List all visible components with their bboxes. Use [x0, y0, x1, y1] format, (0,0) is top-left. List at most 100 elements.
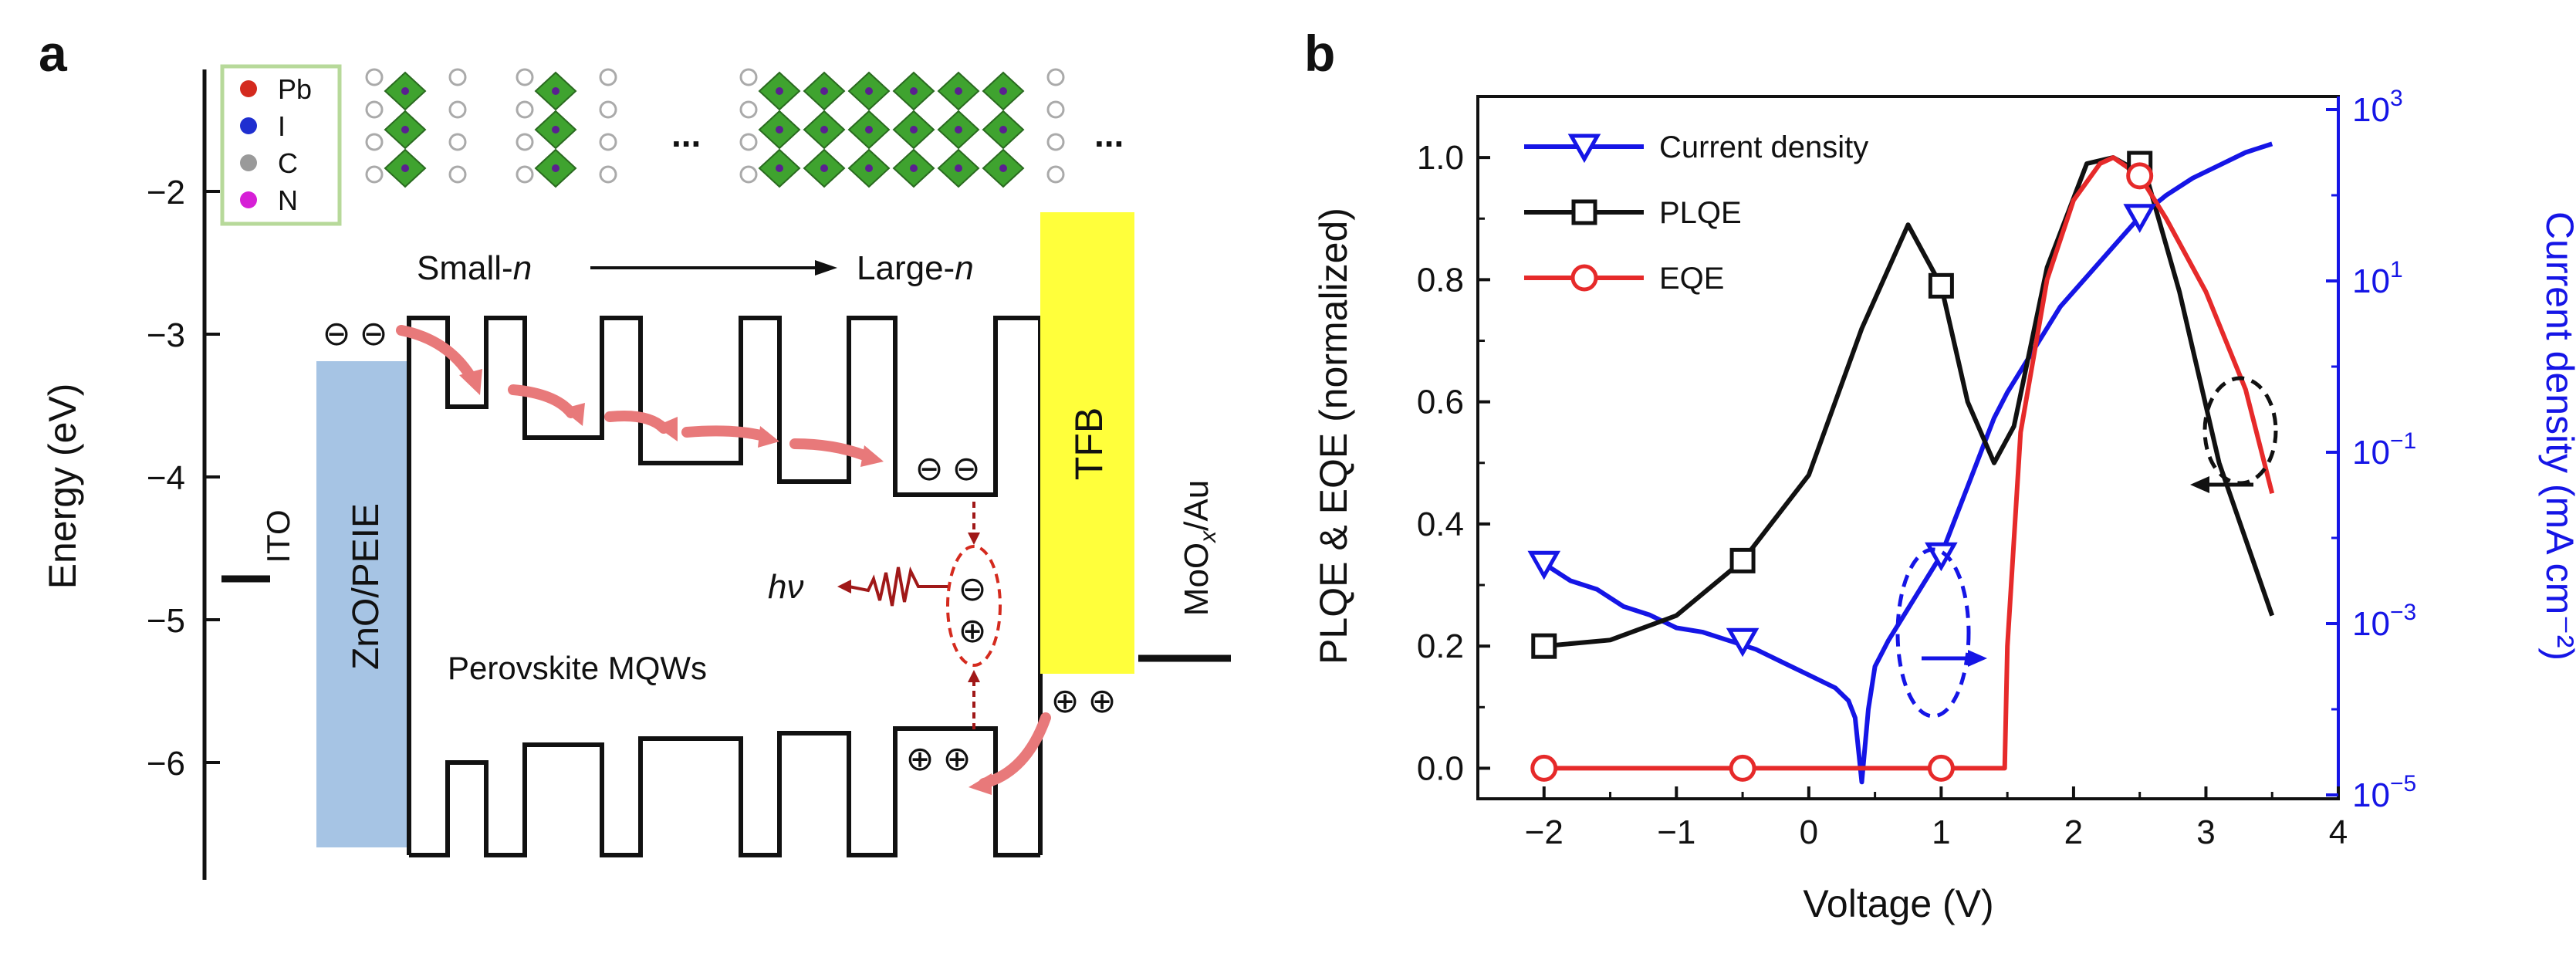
arrowhead-3: [656, 417, 678, 441]
lead-atom-icon: [999, 164, 1007, 172]
right-y-tick-label: 10−3: [2352, 600, 2416, 643]
left-y-axis-label: PLQE & EQE (normalized): [1312, 208, 1355, 664]
legend-triangle-icon: [1567, 134, 1601, 164]
lead-atom-icon: [955, 164, 962, 172]
panel-a: a −2 −3 −4 −5 −6 Energy (eV) Pb ICN ... ... S…: [39, 25, 1231, 880]
lead-atom-icon: [999, 87, 1007, 95]
series-line-plqe: [1543, 155, 2275, 649]
plqe-axis-indicator-arrowhead: [2190, 476, 2209, 493]
lead-atom-icon: [955, 87, 962, 95]
marker-plqe: [1531, 633, 1557, 659]
legend-atom-I-icon: [240, 117, 257, 134]
arrowhead-4: [758, 426, 779, 448]
conduction-band-wells: [407, 316, 1043, 855]
organic-spacer-icon: [516, 68, 534, 86]
perovskite-crystal-structures: [365, 68, 1065, 188]
marker-current-density: [1527, 550, 1561, 580]
hole-2: ⊕: [943, 740, 972, 778]
legend-atom-label: N: [278, 184, 298, 216]
photon-label: hν: [768, 568, 803, 606]
arrowhead-5: [860, 445, 884, 467]
left-y-tick-label: 0.2: [1417, 627, 1464, 665]
lead-atom-icon: [820, 87, 828, 95]
tfb-label: TFB: [1067, 407, 1111, 480]
element-legend: Pb ICN: [220, 64, 342, 226]
electron-2: ⊖: [360, 315, 388, 353]
moox-au-label: MoOx/Au: [1178, 480, 1221, 616]
electron-exciton: ⊖: [958, 570, 987, 608]
left-y-axis-ticks: 0.0 0.2 0.4 0.6 0.8 1.0: [1417, 95, 1490, 787]
plot-frame: [1476, 95, 2340, 800]
right-y-tick-label: 10−5: [2352, 771, 2416, 814]
organic-spacer-icon: [365, 100, 384, 119]
lead-atom-icon: [401, 126, 409, 134]
lead-atom-icon: [401, 87, 409, 95]
x-tick-label: −1: [1657, 813, 1695, 851]
energy-tick-label: −4: [147, 459, 185, 497]
organic-spacer-icon: [1046, 165, 1065, 184]
electron-transfer-arrows: [396, 325, 1051, 789]
organic-spacer-icon: [739, 68, 758, 86]
lead-atom-icon: [999, 126, 1007, 134]
marker-eqe: [2126, 162, 2154, 190]
organic-spacer-icon: [599, 68, 617, 86]
right-y-axis-ticks: 10−5 10−3 10−1 101 103: [2326, 86, 2416, 814]
legend-atom-label: I: [278, 110, 286, 142]
lead-atom-icon: [401, 164, 409, 172]
photon-arrowhead: [837, 580, 851, 593]
electron-3: ⊖: [915, 450, 944, 488]
legend-atom-N-icon: [240, 191, 257, 208]
energy-tick-label: −5: [147, 602, 185, 640]
panel-b: b −2 −1 0 1 2 3 4 0.00.20.40.60.81.0 10−510−31…: [1304, 25, 2576, 925]
hole-transfer-arrow: [979, 712, 1051, 789]
lead-atom-icon: [776, 87, 783, 95]
legend-label: Current density: [1659, 130, 1868, 164]
organic-spacer-icon: [516, 100, 534, 119]
electron-4: ⊖: [952, 450, 981, 488]
crystal-structure: [739, 68, 1065, 188]
legend-label: PLQE: [1659, 196, 1742, 230]
charge-carriers: ⊖ ⊖ ⊖ ⊖ ⊖ ⊕ ⊕ ⊕ ⊕ ⊕: [323, 315, 1117, 778]
series-line-eqe: [1543, 155, 2275, 771]
organic-spacer-icon: [448, 100, 467, 119]
legend-atom-C-icon: [240, 154, 257, 171]
zno-peie-layer: [316, 361, 409, 847]
x-axis-ticks: −2 −1 0 1 2 3 4: [1476, 786, 2348, 851]
left-y-tick-label: 0.4: [1417, 506, 1464, 543]
organic-spacer-icon: [1046, 133, 1065, 151]
hole-exciton: ⊕: [958, 612, 987, 650]
right-y-axis-label: Current density (mA cm⁻²): [2538, 211, 2576, 661]
panel-b-label: b: [1304, 25, 1335, 82]
series-markers: [1527, 150, 2156, 782]
hole-1: ⊕: [906, 740, 935, 778]
ito-label: ITO: [260, 509, 296, 563]
photon-wave: [848, 566, 948, 607]
organic-spacer-icon: [365, 68, 384, 86]
mqw-label: Perovskite MQWs: [448, 650, 707, 686]
organic-spacer-icon: [739, 100, 758, 119]
x-tick-label: 1: [1932, 813, 1950, 851]
lead-atom-icon: [910, 87, 918, 95]
lead-atom-icon: [955, 126, 962, 134]
hole-3: ⊕: [1051, 682, 1080, 720]
marker-current-density: [1726, 627, 1760, 658]
right-y-tick-label: 10−1: [2352, 428, 2416, 472]
organic-spacer-icon: [599, 165, 617, 184]
lead-atom-icon: [552, 87, 559, 95]
marker-eqe: [1530, 754, 1558, 782]
x-tick-label: 4: [2329, 813, 2348, 851]
marker-plqe: [1928, 272, 1954, 299]
panel-a-label: a: [39, 25, 68, 82]
marker-plqe: [1729, 547, 1756, 573]
electron-hop-arrow-3: [604, 411, 669, 434]
lead-atom-icon: [865, 164, 873, 172]
small-to-large-arrowhead: [815, 260, 837, 276]
organic-spacer-icon: [448, 165, 467, 184]
electron-hop-arrow-5: [789, 438, 870, 461]
hole-rise-arrowhead: [968, 670, 980, 682]
legend-square-icon: [1571, 199, 1597, 225]
lead-atom-icon: [776, 164, 783, 172]
lead-atom-icon: [776, 126, 783, 134]
series-lines: [1543, 141, 2275, 785]
zno-peie-label: ZnO/PEIE: [346, 503, 387, 670]
